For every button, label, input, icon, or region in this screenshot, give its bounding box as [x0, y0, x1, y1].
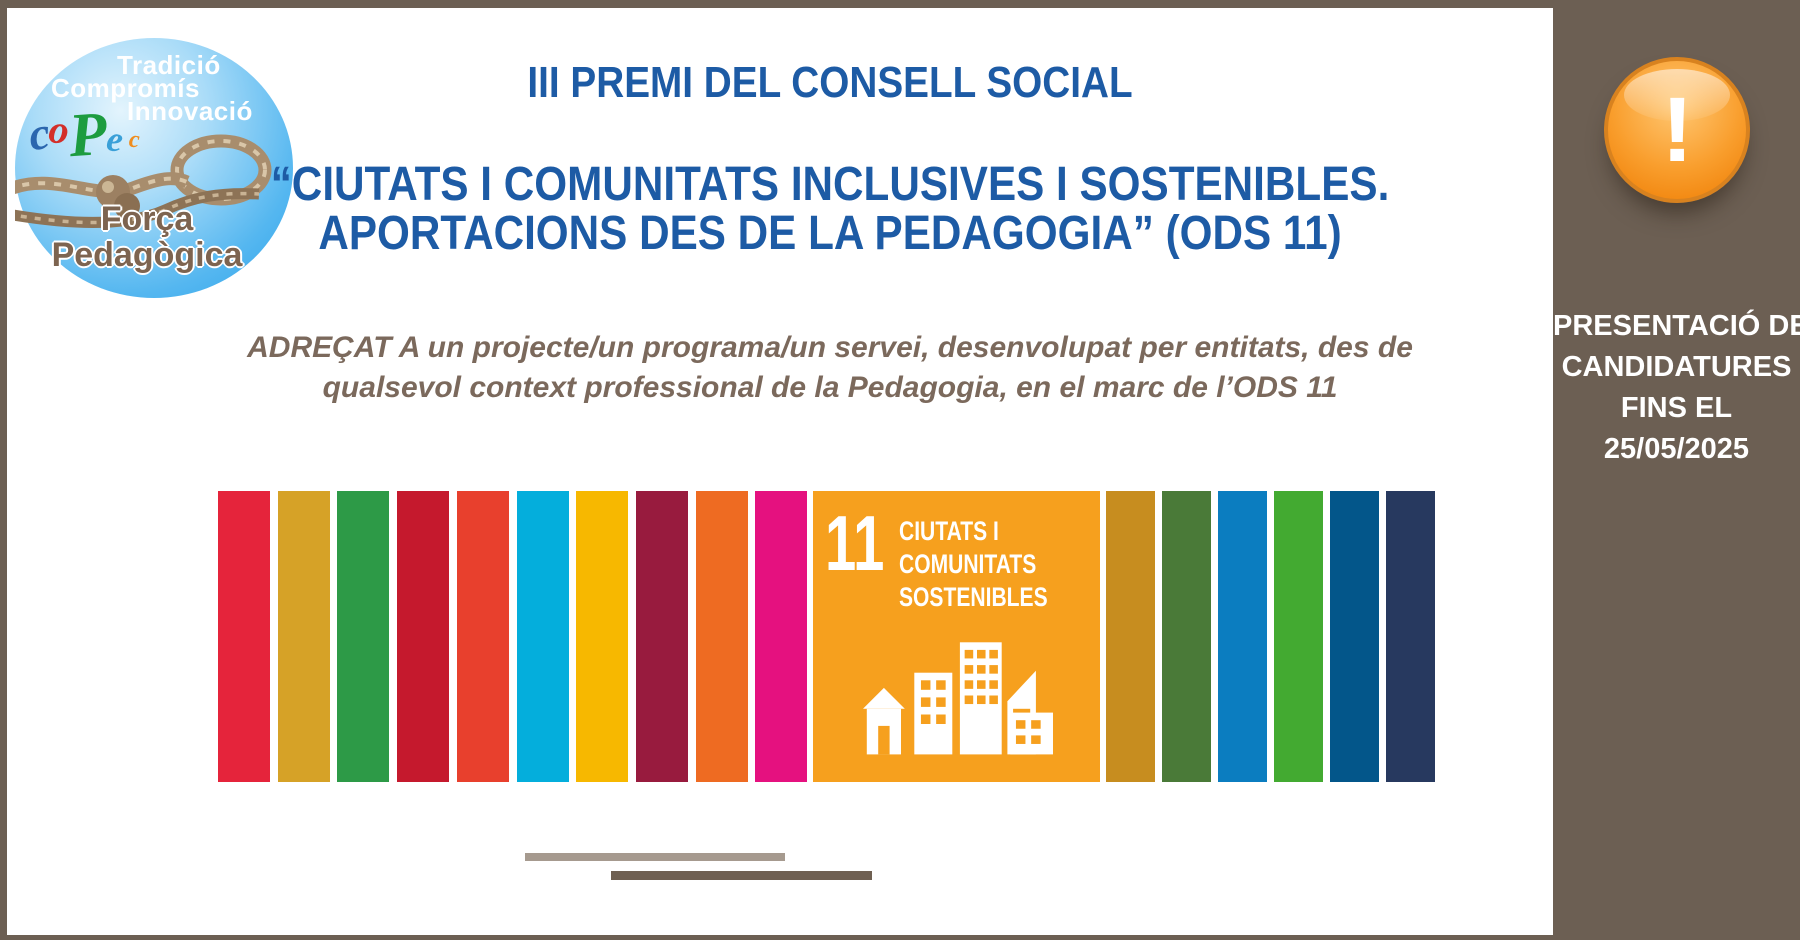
logo-tagline-line2: Pedagògica: [51, 236, 243, 274]
sdg-bar-3: [337, 491, 389, 782]
page-title: III PREMI DEL CONSELL SOCIAL: [527, 58, 1133, 107]
frame-top-border: [0, 0, 1800, 8]
sdg-bar-10: [755, 491, 807, 782]
sdg11-label: CIUTATS I COMUNITATS SOSTENIBLES: [899, 515, 1048, 614]
sdg-color-strip: 11 CIUTATS I COMUNITATS SOSTENIBLES: [218, 491, 1438, 782]
sdg-bar-14: [1218, 491, 1267, 782]
slide-indicator-bar-dark: [611, 871, 872, 880]
deadline-line-1: PRESENTACIÓ DE: [1553, 310, 1800, 342]
sdg11-label-line-1: CIUTATS I: [899, 516, 999, 546]
frame-left-border: [0, 0, 7, 940]
frame-bottom-border: [0, 935, 1800, 940]
sdg-bar-17: [1386, 491, 1435, 782]
sdg-bar-12: [1106, 491, 1155, 782]
sdg-bar-9: [696, 491, 748, 782]
sdg-bar-5: [457, 491, 509, 782]
page-subtitle: “CIUTATS I COMUNITATS INCLUSIVES I SOSTE…: [240, 160, 1419, 258]
sdg-bar-15: [1274, 491, 1323, 782]
sdg-bar-6: [517, 491, 569, 782]
city-skyline-icon: [863, 642, 1053, 755]
deadline-line-3: FINS EL: [1620, 392, 1733, 424]
sdg-bar-4: [397, 491, 449, 782]
sdg11-tile: 11 CIUTATS I COMUNITATS SOSTENIBLES: [813, 491, 1100, 782]
deadline-text: PRESENTACIÓ DE CANDIDATURES FINS EL 25/0…: [1553, 306, 1800, 470]
sdg-bar-7: [576, 491, 628, 782]
logo-word-tradicio: Tradició: [117, 50, 221, 80]
sdg-bar-13: [1162, 491, 1211, 782]
sdg-bar-2: [278, 491, 330, 782]
logo-word-innovacio: Innovació: [127, 96, 253, 126]
sdg11-label-line-2: COMUNITATS: [899, 549, 1037, 579]
deadline-line-2: CANDIDATURES: [1561, 351, 1792, 383]
subtitle-line-1: “CIUTATS I COMUNITATS INCLUSIVES I SOSTE…: [270, 158, 1390, 211]
alert-exclamation-icon: !: [1604, 57, 1750, 203]
sdg-bar-1: [218, 491, 270, 782]
sdg-bar-8: [636, 491, 688, 782]
description-paragraph: ADREÇAT A un projecte/un programa/un ser…: [190, 328, 1470, 408]
logo-word-compromis: Compromís: [51, 73, 200, 103]
logo-tagline-line1: Força: [100, 200, 194, 238]
sdg11-number: 11: [825, 499, 885, 587]
copec-logo-badge: Tradició Compromís Innovació coPe c Força…: [15, 38, 293, 298]
rope-knot-illustration: [15, 134, 272, 228]
exclamation-glyph: !: [1660, 79, 1694, 181]
slide-indicator-bar-light: [525, 853, 785, 861]
deadline-sidebar: ! PRESENTACIÓ DE CANDIDATURES FINS EL 25…: [1553, 0, 1800, 940]
description-line-1: ADREÇAT A un projecte/un programa/un ser…: [247, 331, 1413, 364]
sdg-bar-16: [1330, 491, 1379, 782]
deadline-date: 25/05/2025: [1603, 433, 1750, 465]
description-line-2: qualsevol context professional de la Ped…: [322, 371, 1338, 404]
sdg11-label-line-3: SOSTENIBLES: [899, 582, 1048, 612]
subtitle-line-2: APORTACIONS DES DE LA PEDAGOGIA” (ODS 11…: [318, 207, 1342, 260]
